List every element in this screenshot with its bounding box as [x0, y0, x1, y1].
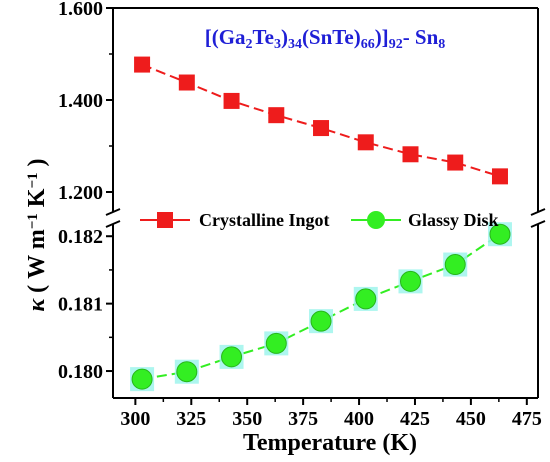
x-tick-label: 450	[456, 408, 486, 430]
data-point-circle	[176, 361, 198, 383]
y-tick-label-lower: 0.181	[58, 294, 103, 316]
break-mark	[105, 220, 121, 228]
y-axis-title: κ ( W m−1 K−1 )	[24, 158, 50, 311]
x-axis-title: Temperature (K)	[243, 430, 417, 456]
data-point-circle	[131, 368, 153, 390]
legend-label-crystalline: Crystalline Ingot	[199, 210, 330, 230]
x-tick-label: 425	[400, 408, 430, 430]
y-tick-label-upper: 1.600	[58, 0, 103, 20]
x-axis: 300 325 350 375 400 425 450 475	[120, 398, 542, 430]
break-mark	[530, 208, 546, 216]
y-axis-symbol: κ	[24, 298, 50, 312]
legend-marker-crystalline	[157, 212, 173, 228]
y-tick-label-lower: 0.182	[58, 226, 103, 248]
y-axis-unit: ( W m−1 K−1 )	[24, 158, 50, 298]
data-point-circle	[310, 310, 332, 332]
data-point-circle	[265, 332, 287, 354]
x-tick-label: 475	[512, 408, 542, 430]
x-tick-label: 350	[232, 408, 262, 430]
series-glassy-disk	[130, 222, 512, 392]
chart-title: [(Ga2Te3)34(SnTe)66)]92- Sn8	[205, 25, 446, 52]
data-point-square	[447, 154, 464, 171]
data-point-circle	[400, 270, 421, 292]
data-point-square	[313, 120, 330, 137]
data-point-circle	[444, 254, 466, 276]
axis-break-marks	[105, 208, 546, 228]
x-tick-label: 400	[344, 408, 374, 430]
series-layer	[130, 56, 512, 392]
y-axis-lower: 0.180 0.181 0.182	[58, 226, 113, 383]
data-point-square	[402, 146, 419, 163]
svg-text:κ ( W m−1 K−1 ): κ ( W m−1 K−1 )	[24, 158, 50, 311]
x-tick-label: 300	[120, 408, 150, 430]
plot-frame	[112, 7, 539, 399]
data-point-circle	[355, 288, 377, 310]
series-crystalline-ingot	[134, 56, 508, 185]
data-point-square	[268, 107, 285, 124]
legend-marker-glassy	[367, 211, 385, 229]
x-tick-label: 325	[176, 408, 206, 430]
break-mark	[530, 220, 546, 228]
data-point-square	[134, 56, 151, 73]
series-line	[141, 63, 501, 178]
data-point-square	[223, 92, 240, 109]
x-tick-label: 375	[288, 408, 318, 430]
legend-label-glassy: Glassy Disk	[408, 210, 499, 230]
y-tick-label-upper: 1.400	[58, 90, 103, 112]
break-mark	[105, 208, 121, 216]
data-point-square	[178, 74, 195, 91]
data-point-square	[491, 168, 508, 185]
data-point-square	[357, 134, 374, 151]
y-tick-label-upper: 1.200	[58, 182, 103, 204]
data-point-circle	[221, 346, 243, 368]
data-point-circle	[489, 223, 511, 245]
y-tick-label-lower: 0.180	[58, 361, 103, 383]
y-axis-upper: 1.200 1.400 1.600	[58, 0, 113, 204]
legend: Crystalline Ingot Glassy Disk	[140, 210, 499, 230]
